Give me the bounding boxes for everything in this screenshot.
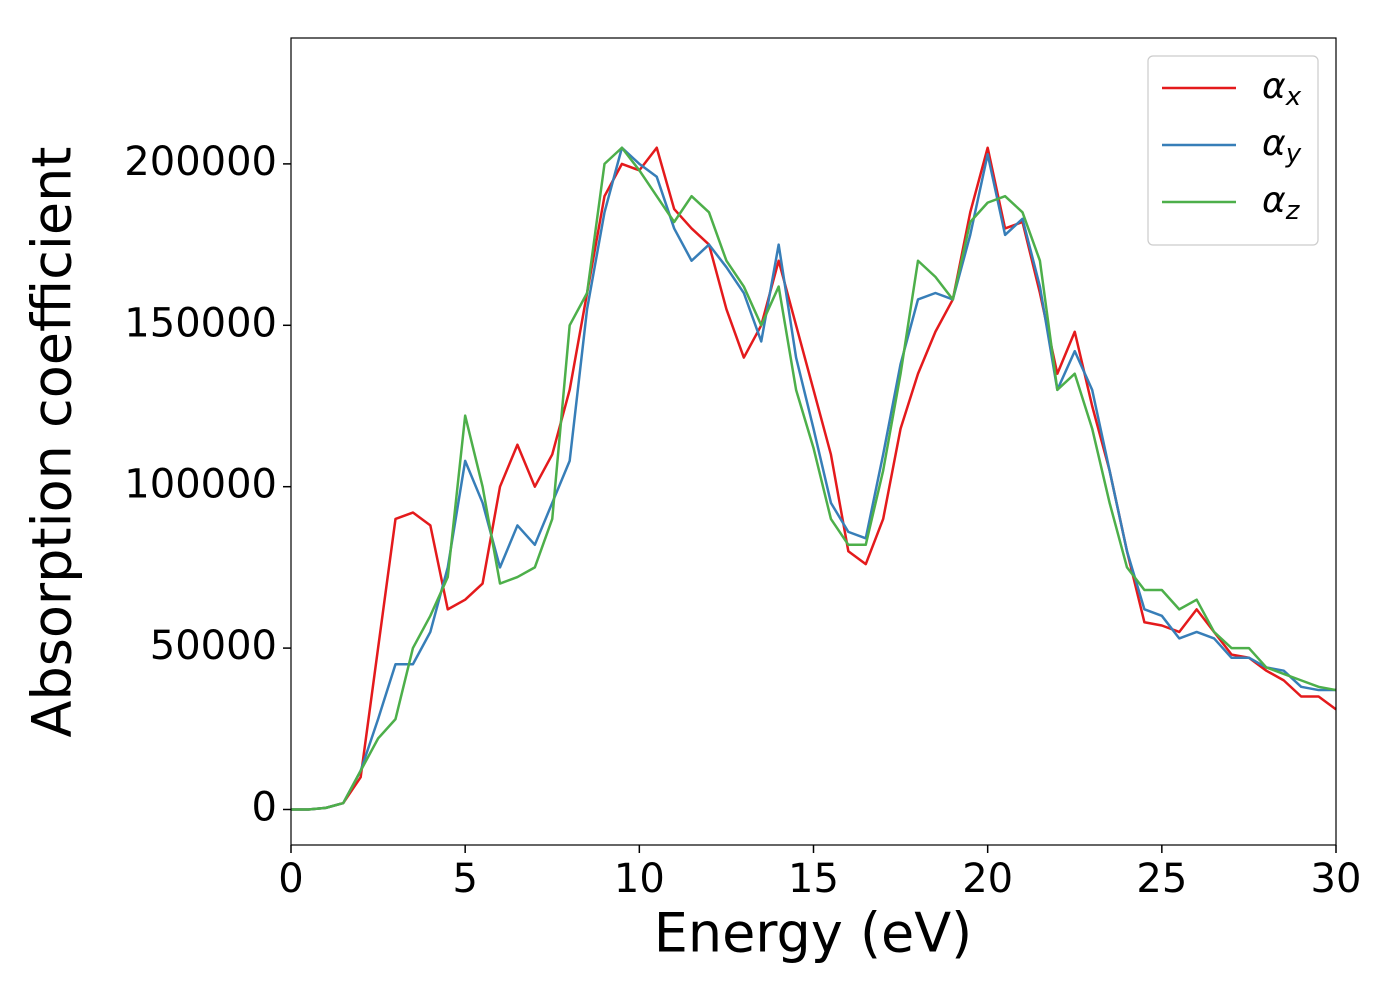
legend-label: αy: [1262, 123, 1302, 169]
y-tick-label: 100000: [124, 462, 277, 508]
y-axis-label: Absorption coefficient: [21, 147, 84, 738]
line-series: [291, 146, 1337, 811]
y-tick-label: 200000: [124, 139, 277, 185]
x-axis-label: Energy (eV): [654, 902, 973, 965]
x-tick-label: 25: [1136, 856, 1187, 902]
line-series: [291, 146, 1337, 811]
legend-label: αz: [1262, 180, 1301, 226]
x-tick-label: 30: [1311, 856, 1362, 902]
line-series: [291, 146, 1336, 811]
y-tick-label: 150000: [124, 300, 277, 346]
x-tick-label: 15: [788, 856, 839, 902]
plot-frame: [290, 37, 1337, 846]
x-tick-label: 10: [614, 856, 665, 902]
x-tick-label: 5: [452, 856, 477, 902]
y-tick-label: 50000: [150, 623, 277, 669]
legend-box: [1147, 55, 1319, 246]
x-tick-label: 0: [278, 856, 303, 902]
legend-label: αx: [1262, 66, 1302, 112]
y-tick-label: 0: [252, 784, 277, 830]
x-tick-label: 20: [962, 856, 1013, 902]
